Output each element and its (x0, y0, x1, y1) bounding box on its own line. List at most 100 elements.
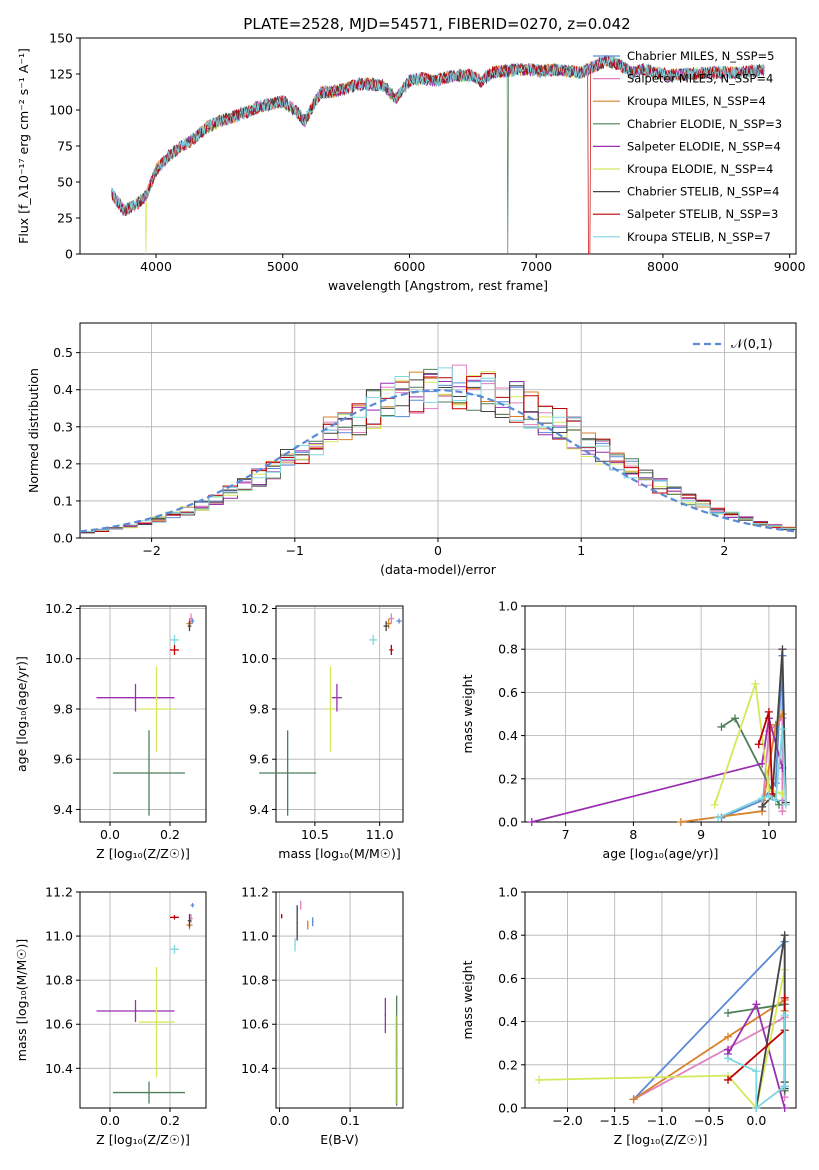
y-tick-label: 9.6 (53, 752, 73, 767)
weight-point (535, 1075, 544, 1084)
legend-label: 𝒩(0,1) (731, 336, 773, 351)
x-tick-label: 8000 (647, 259, 679, 274)
y-tick-label: 0.5 (53, 345, 73, 360)
weight-series-line (717, 729, 787, 819)
y-tick-label: 1.0 (498, 599, 518, 614)
x-axis-label: age [log₁₀(age/yr)] (603, 846, 719, 861)
y-tick-label: 11.0 (45, 929, 73, 944)
x-tick-label: 10.5 (301, 827, 329, 842)
y-tick-label: 0.8 (498, 928, 518, 943)
y-tick-label: 10.0 (45, 651, 73, 666)
x-axis-label: E(B-V) (320, 1132, 359, 1147)
spectrum-series-line (111, 54, 765, 214)
weight-point (717, 722, 726, 731)
y-tick-label: 0.2 (498, 771, 518, 786)
axes-frame (79, 891, 207, 1109)
y-tick-label: 9.4 (53, 802, 73, 817)
y-tick-label: 0.4 (53, 382, 73, 397)
y-axis-label: age [log₁₀(age/yr)] (14, 656, 29, 772)
weight-point (527, 818, 536, 826)
weight-point (758, 794, 767, 803)
spectrum-panel: 4000 5000 6000 7000 8000 9000 0 25 50 75 100 125 150… (16, 31, 806, 294)
figure-title: PLATE=2528, MJD=54571, FIBERID=0270, z=0… (243, 15, 630, 33)
x-tick-label: −1.5 (600, 1113, 630, 1128)
x-tick-label: 0.2 (160, 827, 180, 842)
y-tick-label: 9.8 (249, 701, 269, 716)
y-tick-label: 0.2 (498, 1057, 518, 1072)
weight-point (780, 993, 789, 1002)
x-tick-label: 1 (577, 543, 585, 558)
y-tick-label: 11.2 (241, 885, 269, 900)
age-vs-mass-panel: 10.5 11.0 9.4 9.6 9.8 10.0 10.2 mass [log₁₀(M/M… (241, 601, 404, 861)
y-tick-label: 11.2 (45, 885, 73, 900)
x-axis-label: Z [log₁₀(Z/Z☉)] (96, 1132, 190, 1147)
y-tick-label: 10.4 (241, 1061, 269, 1076)
y-tick-label: 0.4 (498, 728, 518, 743)
y-axis-label: mass weight (460, 960, 475, 1039)
y-axis-label: mass weight (460, 674, 475, 753)
axes-frame (275, 891, 404, 1109)
x-tick-label: 9 (697, 827, 705, 842)
y-axis-label: Flux [f_λ10⁻¹⁷ erg cm⁻² s⁻¹ A⁻¹] (16, 48, 31, 244)
y-tick-label: 50 (57, 175, 73, 190)
weight-series-line (539, 969, 786, 1110)
weight-point (676, 818, 685, 826)
weight-point (752, 1104, 761, 1112)
y-tick-label: 25 (57, 211, 73, 226)
y-tick-label: 9.6 (249, 752, 269, 767)
weight-point (714, 813, 723, 822)
y-tick-label: 10.8 (241, 973, 269, 988)
legend-label: Salpeter STELIB, N_SSP=3 (627, 207, 778, 221)
y-tick-label: 10.0 (241, 651, 269, 666)
weight-point (780, 1011, 789, 1020)
x-axis-label: Z [log₁₀(Z/Z☉)] (96, 846, 190, 861)
x-tick-label: 0.0 (746, 1113, 766, 1128)
y-tick-label: 150 (49, 31, 73, 46)
weight-point (778, 807, 787, 816)
y-tick-label: 10.6 (45, 1017, 73, 1032)
legend-label: Kroupa MILES, N_SSP=4 (627, 94, 766, 108)
x-tick-label: 0.0 (100, 827, 120, 842)
weight-point (778, 710, 787, 718)
weight-vs-metallicity-panel: −2.0 −1.5 −1.0 −0.5 0.0 0.0 0.2 0.4 0.6 0.8 1.0 Z [… (460, 885, 797, 1147)
y-tick-label: 10.2 (45, 601, 73, 616)
legend-label: Salpeter MILES, N_SSP=4 (627, 72, 773, 86)
y-tick-label: 9.4 (249, 802, 269, 817)
y-tick-label: 9.8 (53, 701, 73, 716)
y-tick-label: 0.3 (53, 419, 73, 434)
weight-point (724, 1008, 733, 1017)
spectrum-series-line (111, 55, 765, 255)
y-tick-label: 10.2 (241, 601, 269, 616)
weight-point (778, 645, 787, 654)
x-tick-label: 10 (761, 827, 777, 842)
x-axis-label: Z [log₁₀(Z/Z☉)] (614, 1132, 708, 1147)
mass-vs-ebv-panel: 0.0 0.1 10.4 10.6 10.8 11.0 11.2 E(B-V) (241, 885, 404, 1147)
x-tick-label: 0.0 (270, 1113, 290, 1128)
histogram-series (80, 367, 796, 533)
weight-point (771, 720, 780, 729)
y-tick-label: 0.8 (498, 642, 518, 657)
x-tick-label: −1.0 (647, 1113, 677, 1128)
x-tick-label: 4000 (140, 259, 172, 274)
x-tick-label: 9000 (774, 259, 806, 274)
weight-point (731, 714, 740, 723)
y-axis-label: mass [log₁₀(M/M☉)] (14, 939, 29, 1061)
y-tick-label: 0.0 (53, 531, 73, 546)
y-tick-label: 0.4 (498, 1014, 518, 1029)
weight-point (724, 1054, 733, 1063)
y-tick-label: 100 (49, 103, 73, 118)
axes-frame (524, 605, 797, 823)
y-tick-label: 10.6 (241, 1017, 269, 1032)
weight-point (764, 792, 773, 801)
normal-curve (79, 388, 797, 533)
weight-point (775, 800, 784, 809)
x-tick-label: 2 (720, 543, 728, 558)
y-tick-label: 0.0 (498, 1101, 518, 1116)
x-tick-label: 6000 (394, 259, 426, 274)
x-tick-label: 0.2 (160, 1113, 180, 1128)
weight-point (764, 707, 773, 716)
x-axis-label: wavelength [Angstrom, rest frame] (328, 278, 548, 293)
weight-point (751, 679, 760, 688)
y-tick-label: 0.6 (498, 971, 518, 986)
legend-label: Kroupa STELIB, N_SSP=7 (627, 230, 771, 244)
